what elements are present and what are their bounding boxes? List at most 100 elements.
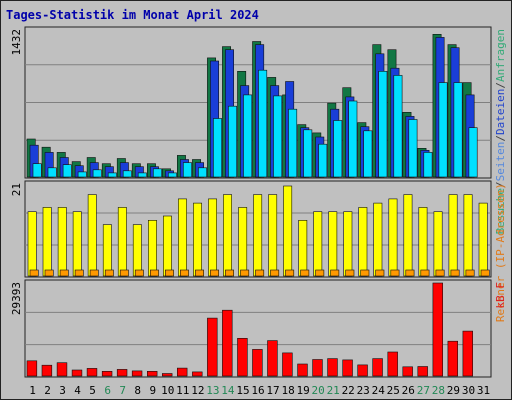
- x-tick-label: 9: [149, 384, 156, 397]
- x-tick-label: 1: [29, 384, 36, 397]
- x-tick-label: 26: [402, 384, 415, 397]
- bar-rechner: [388, 198, 398, 277]
- bar-rechner: [448, 194, 458, 277]
- legend-top: Besuche/Seiten/Dateien/Anfragen: [494, 29, 507, 234]
- bar-rechner: [163, 215, 172, 277]
- bar-rechner-base: [119, 269, 129, 277]
- bar-kb: [267, 340, 278, 377]
- bar-top-s2: [438, 82, 448, 178]
- bar-rechner-base: [330, 269, 340, 277]
- x-tick-label: 18: [281, 384, 294, 397]
- bar-kb: [131, 370, 143, 377]
- y-max-label: 21: [10, 183, 23, 196]
- x-tick-label: 24: [372, 384, 386, 397]
- bar-rechner: [433, 211, 443, 277]
- bar-rechner: [478, 202, 488, 277]
- bar-kb: [342, 359, 353, 377]
- bar-top-s2: [318, 143, 328, 178]
- bar-rechner-base: [195, 269, 204, 277]
- bar-kb: [387, 351, 398, 377]
- bar-rechner: [223, 194, 232, 277]
- x-tick-label: 11: [176, 384, 189, 397]
- bar-kb: [26, 360, 38, 377]
- x-tick-label: 8: [134, 384, 141, 397]
- bar-kb: [312, 359, 323, 377]
- bar-top-s2: [378, 71, 388, 178]
- bar-rechner: [358, 207, 368, 277]
- bar-kb: [177, 367, 188, 377]
- bar-top-s2: [408, 119, 418, 178]
- bar-top-s2: [453, 82, 463, 178]
- bar-top-s2: [168, 172, 177, 178]
- bar-rechner: [57, 207, 67, 277]
- bar-kb: [462, 330, 473, 377]
- x-tick-label: 25: [387, 384, 400, 397]
- bar-top-s2: [363, 130, 373, 178]
- bar-top-s2: [92, 169, 102, 178]
- bar-top-s2: [32, 163, 42, 178]
- bar-rechner: [208, 198, 217, 277]
- bar-rechner: [148, 220, 157, 277]
- bar-rechner: [283, 185, 293, 277]
- panel-frame: [24, 279, 492, 378]
- bar-rechner: [373, 202, 383, 277]
- bar-rechner-base: [255, 269, 265, 277]
- bar-rechner: [132, 224, 142, 277]
- panel-middle: 21 Rechner (IP-Adressen): [10, 180, 507, 322]
- legend-part: Anfragen: [494, 29, 507, 82]
- x-tick-label: 30: [462, 384, 475, 397]
- bar-top-s2: [348, 100, 358, 178]
- x-axis-labels: 1 2 3 4 5 6 7 8 9 10 11 12 13 14 15 16 17 18 19 20 21 22 23 24 2…: [29, 384, 490, 397]
- bar-kb: [162, 373, 173, 377]
- bar-rechner-base: [89, 269, 99, 277]
- bar-kb: [56, 362, 68, 377]
- bar-rechner-base: [360, 269, 370, 277]
- bar-kb: [282, 352, 293, 377]
- x-tick-label: 23: [357, 384, 370, 397]
- bar-kb: [207, 317, 218, 377]
- bar-kb: [447, 340, 458, 377]
- bar-rechner: [87, 194, 97, 277]
- bar-rechner: [403, 194, 413, 277]
- bar-rechner: [27, 211, 37, 277]
- x-tick-label: 14: [221, 384, 235, 397]
- bar-rechner: [268, 194, 278, 277]
- bar-top-s2: [468, 127, 478, 178]
- bar-rechner-base: [345, 269, 355, 277]
- bar-rechner: [463, 194, 473, 277]
- legend-bottom: kB F: [494, 282, 507, 309]
- x-tick-label: 15: [236, 384, 249, 397]
- bar-kb: [101, 370, 113, 377]
- bar-kb: [297, 363, 308, 377]
- x-tick-label: 3: [59, 384, 66, 397]
- bar-kb: [86, 368, 98, 377]
- panel-bottom: 29393 kB F: [10, 279, 507, 378]
- legend-part: /: [494, 135, 507, 142]
- bar-rechner-base: [165, 269, 174, 277]
- bar-top-s2: [153, 168, 162, 178]
- bar-rechner-base: [59, 269, 69, 277]
- bar-top-s2: [243, 94, 253, 178]
- bar-rechner-base: [74, 269, 84, 277]
- bar-rechner: [238, 207, 248, 277]
- bar-top-s2: [258, 69, 268, 178]
- bar-rechner-base: [480, 269, 490, 277]
- bar-rechner-base: [104, 269, 114, 277]
- bar-kb: [192, 371, 203, 377]
- bar-rechner-base: [285, 269, 295, 277]
- bar-top-s2: [183, 162, 192, 178]
- bar-rechner: [102, 224, 112, 277]
- legend-part: /: [494, 82, 507, 89]
- x-tick-label: 7: [119, 384, 126, 397]
- bar-kb: [357, 364, 368, 377]
- bar-rechner-base: [420, 269, 430, 277]
- bar-top-s2: [47, 167, 57, 178]
- x-tick-label: 19: [296, 384, 309, 397]
- x-tick-label: 4: [74, 384, 81, 397]
- bar-top-s2: [273, 95, 283, 178]
- x-tick-label: 10: [161, 384, 174, 397]
- bar-rechner: [313, 211, 323, 277]
- bar-kb: [116, 369, 128, 377]
- chart-title: Tages-Statistik im Monat April 2024: [6, 8, 259, 22]
